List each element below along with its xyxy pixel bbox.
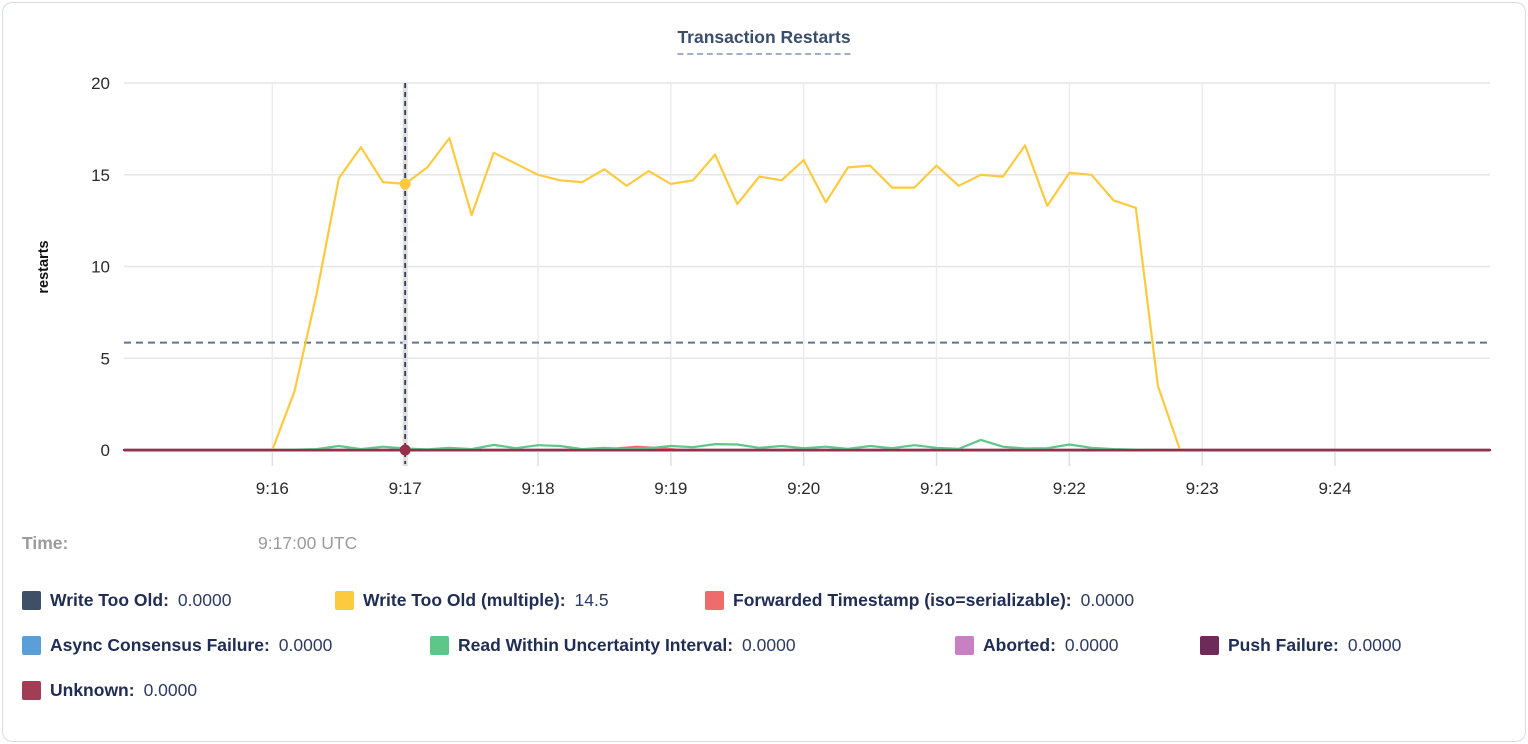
legend-item-write-too-old-multiple: Write Too Old (multiple): 14.5 [335, 590, 609, 611]
hover-time-row: Time: 9:17:00 UTC [22, 533, 357, 554]
series-swatch-icon [705, 591, 724, 610]
legend-value: 0.0000 [742, 635, 796, 655]
x-tick-label: 9:18 [521, 479, 554, 498]
x-tick-label: 9:17 [389, 479, 422, 498]
time-label: Time: [22, 533, 69, 553]
x-tick-label: 9:16 [256, 479, 289, 498]
legend-label: Write Too Old (multiple): [363, 590, 566, 610]
x-tick-label: 9:19 [654, 479, 687, 498]
y-tick-label: 0 [101, 441, 110, 460]
legend-label: Aborted: [983, 635, 1056, 655]
x-tick-label: 9:23 [1186, 479, 1219, 498]
chart-title[interactable]: Transaction Restarts [677, 27, 851, 55]
series-line-write-too-old-multiple- [271, 137, 1182, 452]
x-tick-label: 9:22 [1053, 479, 1086, 498]
legend-row-1: Write Too Old: 0.0000 Write Too Old (mul… [0, 590, 1528, 614]
y-tick-label: 20 [91, 74, 110, 93]
x-tick-label: 9:21 [920, 479, 953, 498]
legend-item-write-too-old: Write Too Old: 0.0000 [22, 590, 231, 611]
legend-label: Async Consensus Failure: [50, 635, 270, 655]
series-swatch-icon [22, 681, 41, 700]
series-swatch-icon [1200, 636, 1219, 655]
legend-value: 0.0000 [143, 680, 198, 700]
legend-item-push-failure: Push Failure: 0.0000 [1200, 635, 1401, 656]
legend-label: Write Too Old: [50, 590, 169, 610]
series-swatch-icon [430, 636, 449, 655]
y-tick-label: 5 [101, 349, 110, 368]
series-swatch-icon [955, 636, 974, 655]
legend-value: 0.0000 [1080, 590, 1135, 610]
legend-value: 0.0000 [278, 635, 333, 655]
legend-item-forwarded-timestamp: Forwarded Timestamp (iso=serializable): … [705, 590, 1134, 611]
hover-point-unknown [399, 444, 411, 456]
legend-label: Unknown: [50, 680, 135, 700]
y-tick-label: 10 [91, 258, 110, 277]
legend-item-async-consensus-failure: Async Consensus Failure: 0.0000 [22, 635, 332, 656]
legend-row-2: Async Consensus Failure: 0.0000 Read Wit… [0, 635, 1528, 659]
time-value: 9:17:00 UTC [258, 533, 358, 553]
series-swatch-icon [22, 636, 41, 655]
x-tick-label: 9:24 [1318, 479, 1351, 498]
legend-row-3: Unknown: 0.0000 [0, 680, 1528, 704]
hover-point-write-too-old-multiple- [399, 178, 411, 190]
legend-value: 14.5 [574, 590, 609, 610]
transaction-restarts-chart[interactable]: 0 5 10 15 20 9:16 9:17 9:18 9:19 9:20 9:21 9:22 9:23… [0, 0, 1528, 520]
series-swatch-icon [335, 591, 354, 610]
legend-value: 0.0000 [1347, 635, 1402, 655]
legend-value: 0.0000 [1064, 635, 1119, 655]
legend-label: Forwarded Timestamp (iso=serializable): [733, 590, 1072, 610]
legend-item-read-within-uncertainty: Read Within Uncertainty Interval: 0.0000 [430, 635, 796, 656]
series-swatch-icon [22, 591, 41, 610]
legend-item-aborted: Aborted: 0.0000 [955, 635, 1118, 656]
legend-label: Read Within Uncertainty Interval: [458, 635, 734, 655]
legend-item-unknown: Unknown: 0.0000 [22, 680, 197, 701]
y-tick-label: 15 [91, 166, 110, 185]
x-tick-label: 9:20 [787, 479, 820, 498]
y-axis-label: restarts [36, 240, 52, 293]
legend-label: Push Failure: [1228, 635, 1339, 655]
legend-value: 0.0000 [177, 590, 232, 610]
